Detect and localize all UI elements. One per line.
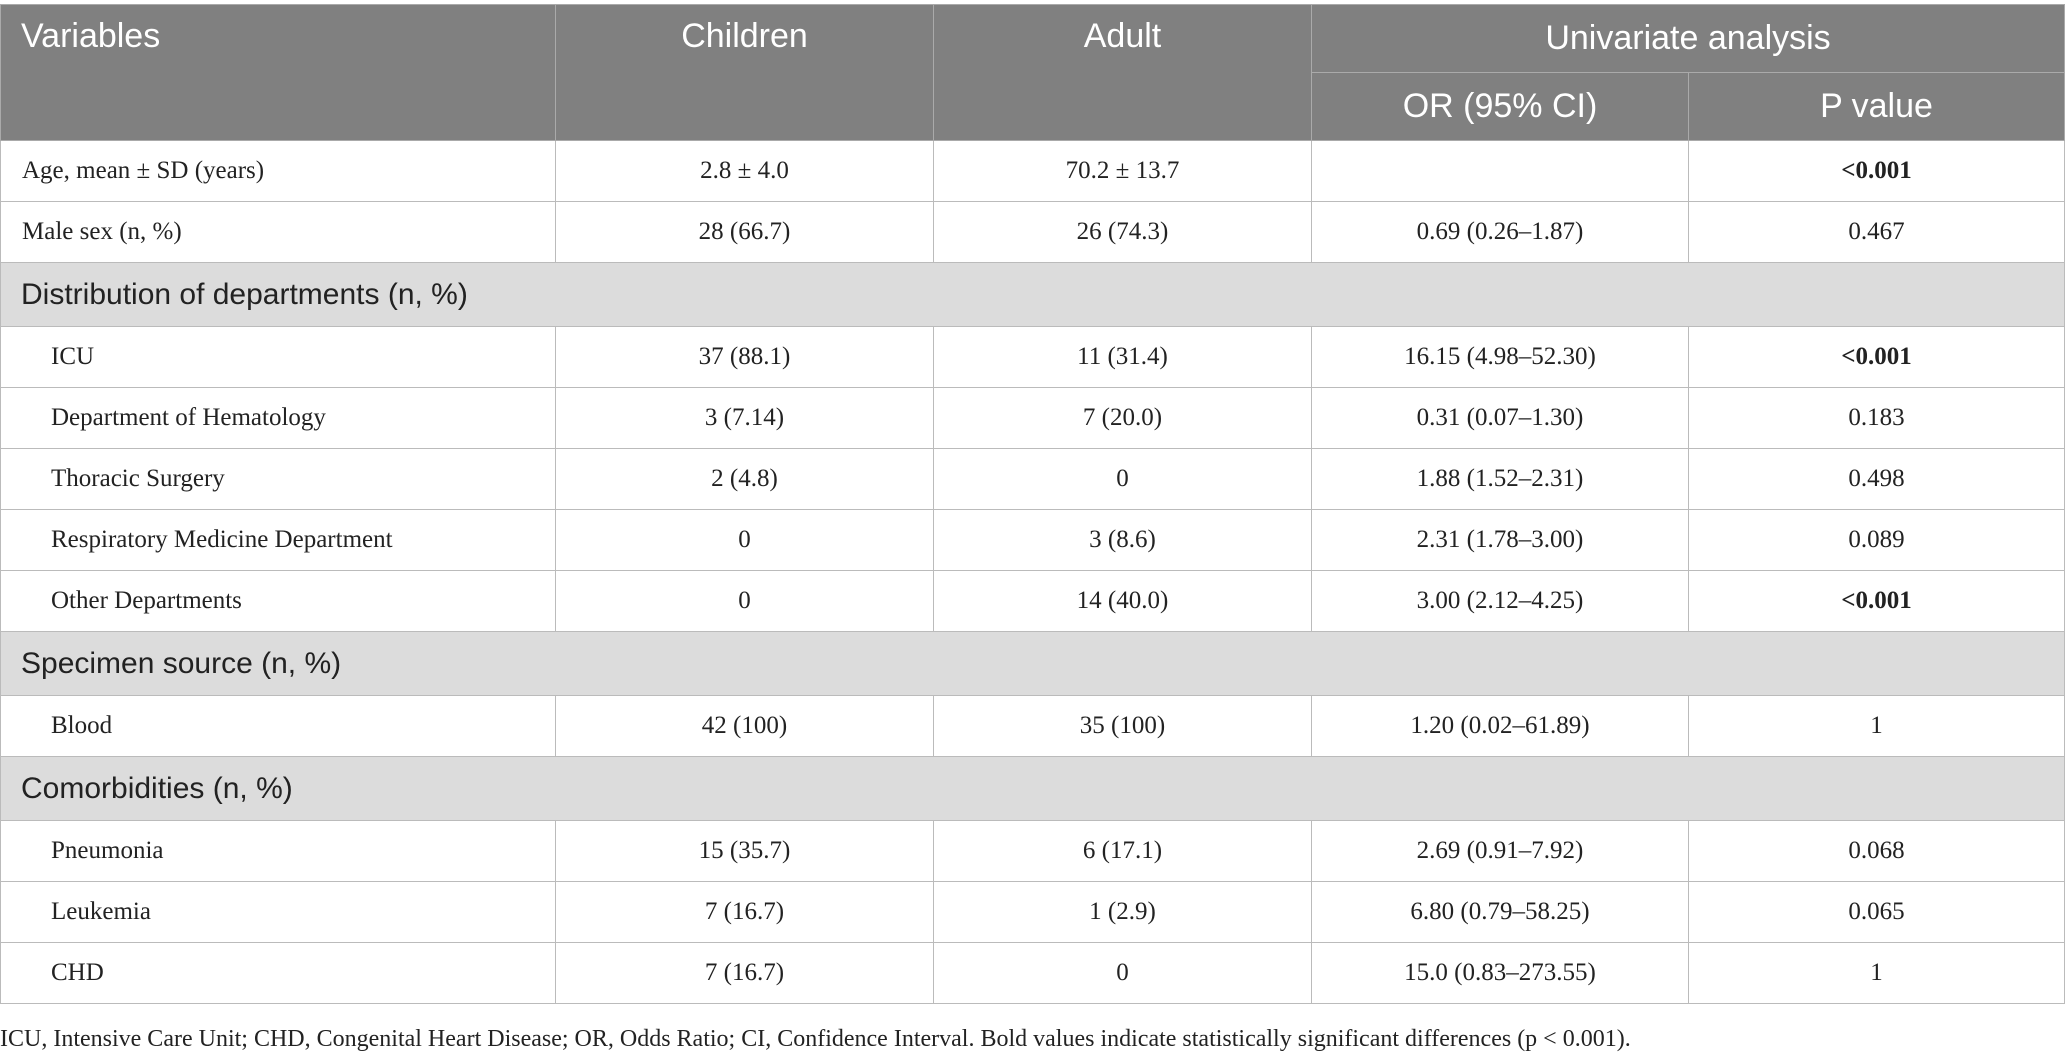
cell: 0 — [555, 570, 934, 632]
cell: 1.20 (0.02–61.89) — [1311, 695, 1689, 757]
header-cell: P value — [1687, 72, 2066, 141]
cell: 70.2 ± 13.7 — [933, 140, 1312, 202]
section-header: Distribution of departments (n, %) — [0, 262, 2066, 327]
table-row: Blood 42 (100) 35 (100) 1.20 (0.02–61.89) 1 — [0, 695, 2066, 757]
cell: 0 — [933, 448, 1312, 510]
cell: 0.089 — [1687, 509, 2066, 571]
section-header: Specimen source (n, %) — [0, 631, 2066, 696]
cell: 15.0 (0.83–273.55) — [1311, 942, 1689, 1004]
cell: 0.467 — [1687, 201, 2066, 263]
cell: 1 — [1687, 942, 2066, 1004]
cell: 28 (66.7) — [555, 201, 934, 263]
cell: 42 (100) — [555, 695, 934, 757]
table-row: Leukemia 7 (16.7) 1 (2.9) 6.80 (0.79–58.25)… — [0, 881, 2066, 943]
cell: <0.001 — [1687, 570, 2066, 632]
header-cell: Adult — [933, 4, 1312, 141]
cell: 0.068 — [1687, 820, 2066, 882]
row-label: Age, mean ± SD (years) — [0, 140, 556, 202]
cell: 0.69 (0.26–1.87) — [1311, 201, 1689, 263]
table-row: Age, mean ± SD (years) 2.8 ± 4.0 70.2 ± 13… — [0, 140, 2066, 202]
cell: 16.15 (4.98–52.30) — [1311, 326, 1689, 388]
cell: 35 (100) — [933, 695, 1312, 757]
header-cell: Variables — [0, 4, 556, 141]
cell: 0.183 — [1687, 387, 2066, 449]
cell: 7 (16.7) — [555, 942, 934, 1004]
section-header: Comorbidities (n, %) — [0, 756, 2066, 821]
row-label: CHD — [0, 942, 556, 1004]
cell: 2.31 (1.78–3.00) — [1311, 509, 1689, 571]
cell: 6 (17.1) — [933, 820, 1312, 882]
table-row: Specimen source (n, %) — [0, 631, 2066, 696]
cell: 3 (7.14) — [555, 387, 934, 449]
row-label: Respiratory Medicine Department — [0, 509, 556, 571]
cell: 3.00 (2.12–4.25) — [1311, 570, 1689, 632]
cell: 7 (20.0) — [933, 387, 1312, 449]
cell: 7 (16.7) — [555, 881, 934, 943]
cell: 3 (8.6) — [933, 509, 1312, 571]
cell: 0.065 — [1687, 881, 2066, 943]
table-row: Department of Hematology 3 (7.14) 7 (20.0)… — [0, 387, 2066, 449]
cell: 0 — [555, 509, 934, 571]
cell: <0.001 — [1687, 326, 2066, 388]
footnote: ICU, Intensive Care Unit; CHD, Congenita… — [0, 1026, 1631, 1052]
cell: 6.80 (0.79–58.25) — [1311, 881, 1689, 943]
row-label: Blood — [0, 695, 556, 757]
cell: 2 (4.8) — [555, 448, 934, 510]
table-row: Comorbidities (n, %) — [0, 756, 2066, 821]
cell: <0.001 — [1687, 140, 2066, 202]
cell: 15 (35.7) — [555, 820, 934, 882]
table-row: Distribution of departments (n, %) — [0, 262, 2066, 327]
table-row: Male sex (n, %) 28 (66.7) 26 (74.3) 0.69 (0… — [0, 201, 2066, 263]
data-table: Variables Children Adult Univariate anal… — [0, 4, 2066, 1004]
cell: 37 (88.1) — [555, 326, 934, 388]
table-row: Thoracic Surgery 2 (4.8) 0 1.88 (1.52–2.31)… — [0, 448, 2066, 510]
cell: 2.8 ± 4.0 — [555, 140, 934, 202]
cell: 0 — [933, 942, 1312, 1004]
cell: 14 (40.0) — [933, 570, 1312, 632]
cell: 26 (74.3) — [933, 201, 1312, 263]
cell: 0.498 — [1687, 448, 2066, 510]
row-label: ICU — [0, 326, 556, 388]
table-row: ICU 37 (88.1) 11 (31.4) 16.15 (4.98–52.30) <… — [0, 326, 2066, 388]
cell: 1.88 (1.52–2.31) — [1311, 448, 1689, 510]
table-row: Pneumonia 15 (35.7) 6 (17.1) 2.69 (0.91–7.9… — [0, 820, 2066, 882]
row-label: Other Departments — [0, 570, 556, 632]
table-row: Other Departments 0 14 (40.0) 3.00 (2.12–4.… — [0, 570, 2066, 632]
row-label: Thoracic Surgery — [0, 448, 556, 510]
table-row: Respiratory Medicine Department 0 3 (8.6) 2… — [0, 509, 2066, 571]
row-label: Pneumonia — [0, 820, 556, 882]
table-row: CHD 7 (16.7) 0 15.0 (0.83–273.55) 1 — [0, 942, 2066, 1004]
row-label: Leukemia — [0, 881, 556, 943]
table-body: Age, mean ± SD (years) 2.8 ± 4.0 70.2 ± 13… — [0, 140, 2066, 1004]
header-cell: Univariate analysis — [1310, 4, 2066, 73]
row-label: Department of Hematology — [0, 387, 556, 449]
cell: 0.31 (0.07–1.30) — [1311, 387, 1689, 449]
cell: 2.69 (0.91–7.92) — [1311, 820, 1689, 882]
header-cell: OR (95% CI) — [1311, 72, 1689, 141]
cell: 11 (31.4) — [933, 326, 1312, 388]
cell: 1 — [1687, 695, 2066, 757]
row-label: Male sex (n, %) — [0, 201, 556, 263]
cell: 1 (2.9) — [933, 881, 1312, 943]
header-cell: Children — [555, 4, 934, 141]
cell — [1311, 140, 1689, 202]
